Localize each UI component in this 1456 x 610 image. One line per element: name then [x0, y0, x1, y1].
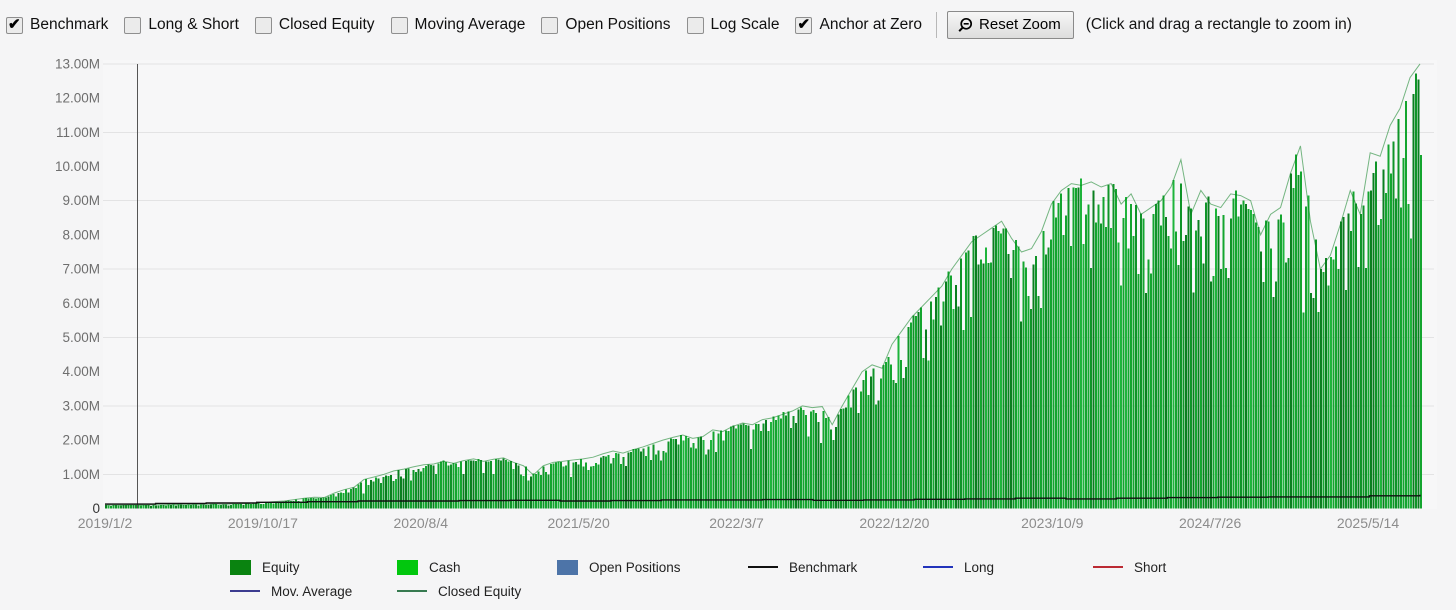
legend-item-long: Long: [923, 558, 994, 576]
svg-text:2023/10/9: 2023/10/9: [1021, 515, 1083, 531]
legend-line-swatch: [923, 566, 953, 568]
checkbox-closed-equity[interactable]: Closed Equity: [254, 16, 375, 34]
checkbox-open-positions[interactable]: Open Positions: [541, 16, 671, 34]
svg-text:11.00M: 11.00M: [56, 125, 100, 140]
checkbox-unchecked-icon[interactable]: [124, 16, 142, 34]
checkbox-label: Anchor at Zero: [819, 16, 923, 33]
checkbox-checked-icon[interactable]: [795, 15, 813, 34]
benchmark-line-series: [105, 494, 1421, 505]
legend-box-swatch: [557, 559, 578, 575]
checkbox-label: Log Scale: [710, 16, 780, 33]
legend-item-cash: Cash: [397, 558, 461, 576]
svg-text:2021/5/20: 2021/5/20: [547, 515, 609, 531]
svg-text:0: 0: [92, 501, 100, 516]
checkbox-unchecked-icon[interactable]: [390, 16, 408, 34]
svg-text:2019/1/2: 2019/1/2: [78, 515, 133, 531]
zoom-out-icon: [958, 17, 973, 32]
legend-label: Closed Equity: [438, 583, 522, 599]
svg-text:4.00M: 4.00M: [62, 364, 100, 379]
checkbox-moving-average[interactable]: Moving Average: [390, 16, 526, 34]
legend-item-mov-average: Mov. Average: [230, 582, 352, 600]
legend-label: Open Positions: [589, 559, 681, 575]
svg-text:3.00M: 3.00M: [62, 398, 100, 413]
svg-text:2025/5/14: 2025/5/14: [1337, 515, 1399, 531]
legend-label: Equity: [262, 559, 300, 575]
checkbox-label: Long & Short: [148, 16, 239, 33]
x-axis-labels: 2019/1/2 2019/10/17 2020/8/4 2021/5/20 2022/…: [78, 515, 1400, 531]
zoom-hint-text: (Click and drag a rectangle to zoom in): [1085, 16, 1352, 33]
svg-text:2020/8/4: 2020/8/4: [394, 515, 449, 531]
checkbox-unchecked-icon[interactable]: [254, 16, 272, 34]
legend-box-swatch: [230, 559, 251, 575]
checkbox-log-scale[interactable]: Log Scale: [686, 16, 780, 34]
svg-text:8.00M: 8.00M: [62, 227, 100, 242]
svg-text:2.00M: 2.00M: [62, 433, 100, 448]
checkbox-unchecked-icon[interactable]: [686, 16, 704, 34]
checkbox-checked-icon[interactable]: [6, 15, 23, 34]
legend-line-swatch: [1093, 566, 1123, 568]
legend-line-swatch: [230, 590, 260, 592]
svg-text:7.00M: 7.00M: [62, 262, 100, 277]
svg-text:5.00M: 5.00M: [62, 330, 100, 345]
legend-box-swatch: [397, 559, 418, 575]
legend-item-short: Short: [1093, 558, 1166, 576]
svg-text:10.00M: 10.00M: [55, 159, 100, 174]
legend-item-equity: Equity: [230, 558, 300, 576]
svg-text:2022/3/7: 2022/3/7: [709, 515, 764, 531]
reset-zoom-button[interactable]: Reset Zoom: [947, 11, 1074, 39]
legend-label: Mov. Average: [271, 583, 353, 599]
legend-line-swatch: [748, 566, 778, 568]
svg-text:6.00M: 6.00M: [62, 296, 100, 311]
chart-options-toolbar: Benchmark Long & Short Closed Equity Moving…: [0, 0, 1456, 42]
svg-text:2024/7/26: 2024/7/26: [1179, 515, 1241, 531]
legend-item-closed-equity: Closed Equity: [397, 582, 521, 600]
equity-chart[interactable]: 13.00M 12.00M 11.00M 10.00M 9.00M 8.00M 7.00M 6…: [0, 0, 1456, 548]
checkbox-label: Benchmark: [30, 16, 109, 33]
equity-area-series: [105, 63, 1423, 509]
y-axis-labels: 13.00M 12.00M 11.00M 10.00M 9.00M 8.00M 7.00M 6…: [55, 56, 100, 516]
legend-item-benchmark: Benchmark: [748, 558, 857, 576]
legend-line-swatch: [397, 590, 427, 592]
legend-item-open-positions: Open Positions: [557, 558, 681, 576]
svg-text:9.00M: 9.00M: [62, 193, 100, 208]
chart-option-checkboxes: Benchmark Long & Short Closed Equity Moving…: [6, 15, 923, 34]
svg-text:2022/12/20: 2022/12/20: [859, 515, 929, 531]
legend-label: Cash: [429, 559, 461, 575]
svg-text:12.00M: 12.00M: [55, 91, 100, 106]
checkbox-label: Moving Average: [414, 16, 526, 33]
reset-zoom-label: Reset Zoom: [979, 16, 1061, 33]
svg-text:1.00M: 1.00M: [62, 467, 100, 482]
checkbox-label: Closed Equity: [278, 16, 375, 33]
gridlines: [103, 63, 1434, 475]
toolbar-divider: [936, 12, 938, 38]
checkbox-label: Open Positions: [565, 16, 671, 33]
svg-text:13.00M: 13.00M: [55, 56, 100, 71]
checkbox-long-short[interactable]: Long & Short: [124, 16, 239, 34]
legend-label: Long: [964, 559, 995, 575]
svg-text:2019/10/17: 2019/10/17: [228, 515, 298, 531]
legend-label: Short: [1134, 559, 1167, 575]
checkbox-anchor-at-zero[interactable]: Anchor at Zero: [795, 15, 923, 34]
legend-label: Benchmark: [789, 559, 858, 575]
checkbox-benchmark[interactable]: Benchmark: [6, 15, 109, 34]
checkbox-unchecked-icon[interactable]: [541, 16, 559, 34]
chart-legend: Equity Cash Open Positions Benchmark Long Sho…: [0, 553, 1456, 609]
